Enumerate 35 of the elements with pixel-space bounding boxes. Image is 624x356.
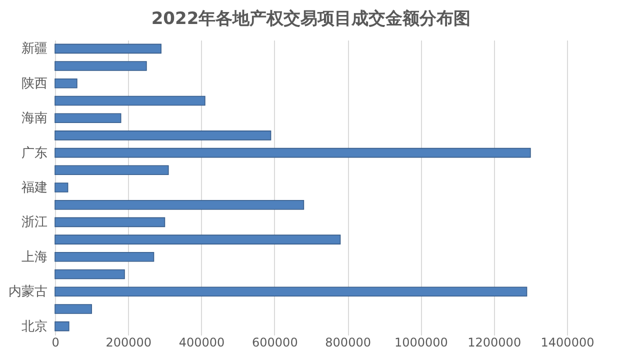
x-tick-label: 200000 — [106, 336, 152, 350]
bar — [54, 182, 68, 192]
chart-title: 2022年各地产权交易项目成交金额分布图 — [151, 9, 471, 29]
bar — [54, 165, 169, 176]
y-tick-label: 广东 — [22, 146, 48, 161]
bar — [54, 148, 531, 158]
x-tick-label: 1200000 — [468, 336, 522, 350]
bar — [54, 44, 162, 54]
bar — [54, 61, 147, 71]
bar — [54, 217, 166, 228]
y-tick-label: 北京 — [22, 319, 48, 334]
y-tick-label: 新疆 — [22, 42, 48, 57]
bar — [54, 113, 122, 123]
x-tick-label: 800000 — [325, 336, 371, 350]
bar — [54, 252, 154, 262]
y-tick-label: 海南 — [22, 111, 48, 126]
y-tick-label: 浙江 — [22, 215, 48, 230]
x-tick-label: 1400000 — [540, 336, 594, 350]
bar — [54, 304, 92, 314]
x-tick-label: 1000000 — [394, 336, 448, 350]
bar — [54, 96, 206, 106]
x-tick-label: 400000 — [178, 336, 225, 350]
bar — [54, 78, 78, 88]
bar — [54, 234, 341, 244]
bar — [54, 321, 70, 332]
x-tick-label: 0 — [52, 336, 60, 350]
bar — [54, 130, 272, 140]
bar — [54, 269, 125, 280]
y-tick-label: 内蒙古 — [8, 284, 48, 300]
y-tick-label: 陕西 — [22, 76, 48, 92]
bar — [54, 200, 304, 210]
bar — [54, 286, 528, 297]
y-tick-label: 上海 — [22, 250, 48, 265]
y-tick-label: 福建 — [22, 180, 48, 196]
x-tick-label: 600000 — [252, 336, 298, 350]
